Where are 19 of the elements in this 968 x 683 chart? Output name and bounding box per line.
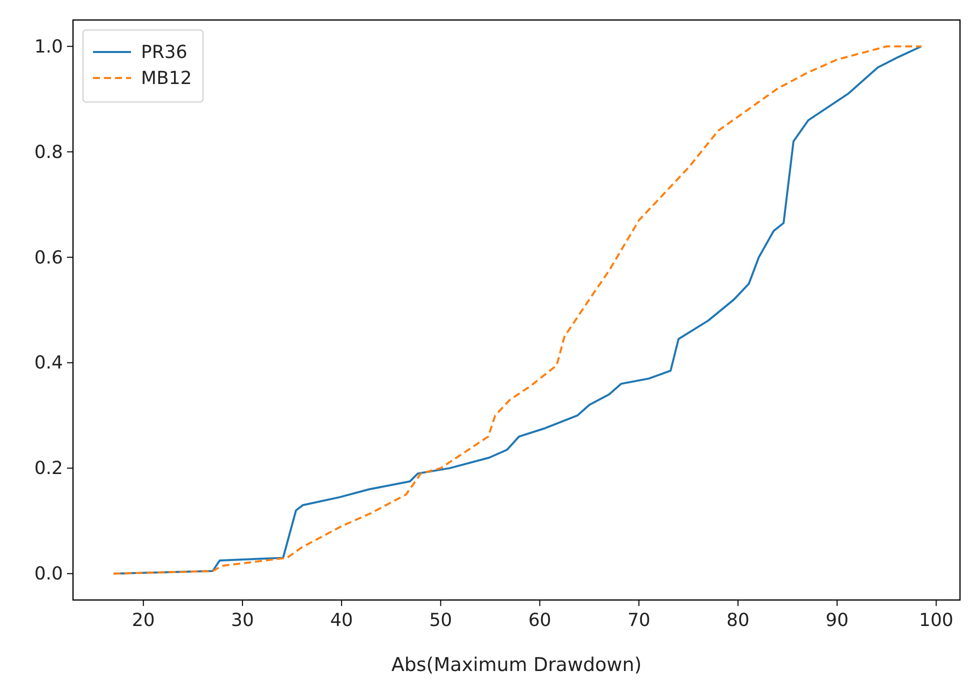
y-tick-label: 0.2	[34, 458, 63, 480]
x-tick-label: 30	[231, 610, 254, 631]
x-tick-label: 100	[919, 610, 954, 631]
y-tick-label: 0.8	[34, 142, 63, 163]
y-tick-label: 0.4	[34, 352, 63, 374]
x-tick-label: 80	[726, 610, 750, 631]
x-tick-label: 40	[330, 610, 354, 631]
x-tick-label: 60	[528, 610, 552, 631]
line-series	[112, 45, 922, 575]
y-tick-label: 0.0	[34, 564, 63, 585]
y-tick-label: 1.0	[34, 36, 63, 58]
x-tick-label: 20	[132, 610, 155, 631]
legend-label: PR36	[141, 42, 188, 63]
legend-label: MB12	[141, 68, 192, 89]
y-tick-label: 0.6	[34, 247, 63, 268]
x-tick-label: 50	[429, 610, 452, 631]
x-tick-label: 90	[826, 610, 849, 631]
x-tick-label: 70	[627, 610, 650, 631]
x-axis-title: Abs(Maximum Drawdown)	[391, 654, 642, 676]
